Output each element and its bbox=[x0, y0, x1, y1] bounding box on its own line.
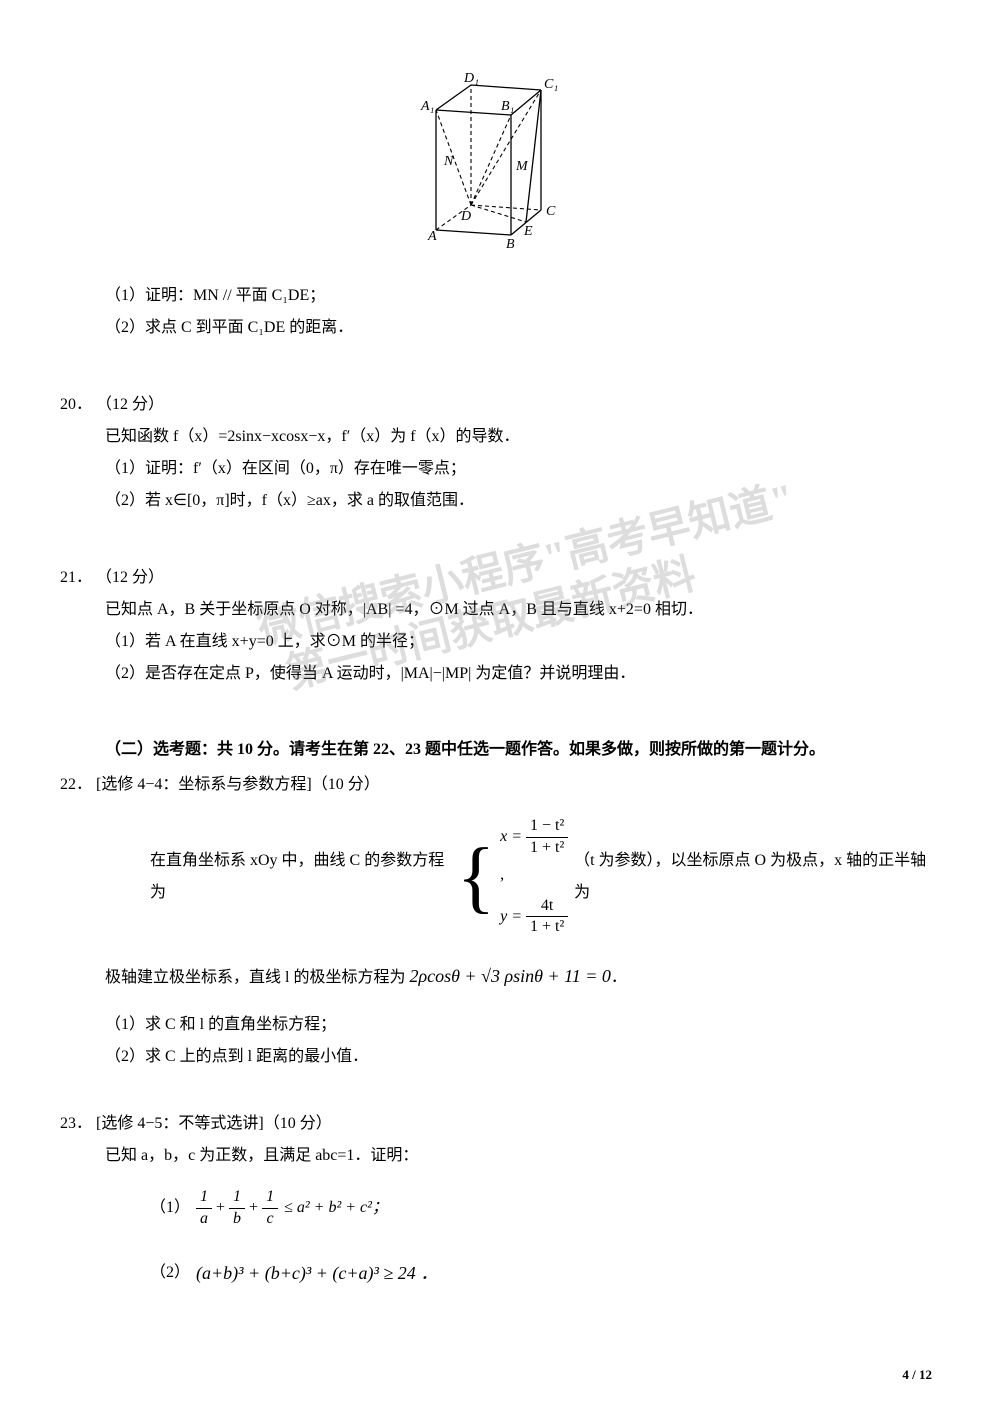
label-D: D bbox=[460, 209, 471, 224]
q23-part2-label: （2） bbox=[150, 1257, 190, 1289]
q19-part2: （2）求点 C 到平面 C₁DE 的距离． bbox=[60, 312, 932, 344]
q21-part2: （2）是否存在定点 P，使得当 A 运动时，|MA|−|MP| 为定值？并说明理… bbox=[60, 658, 932, 690]
problem-23: 23． [选修 4−5：不等式选讲]（10 分） 已知 a，b，c 为正数，且满… bbox=[60, 1108, 932, 1291]
label-N: N bbox=[443, 154, 454, 169]
q23-part1-rhs: ≤ a² + b² + c²； bbox=[284, 1192, 388, 1224]
label-M: M bbox=[515, 159, 529, 174]
problem-22: 22． [选修 4−4：坐标系与参数方程]（10 分） 在直角坐标系 xOy 中… bbox=[60, 769, 932, 1073]
label-C: C bbox=[546, 204, 556, 219]
q23-part2-formula: (a+b)³ + (b+c)³ + (c+a)³ ≥ 24 ． bbox=[196, 1255, 438, 1291]
q23-part1-label: （1） bbox=[150, 1192, 190, 1224]
q22-title: [选修 4−4：坐标系与参数方程]（10 分） bbox=[96, 776, 380, 793]
label-B1: B₁ bbox=[501, 99, 514, 114]
q20-part2: （2）若 x∈[0，π]时，f（x）≥ax，求 a 的取值范围． bbox=[60, 485, 932, 517]
q22-eq-y-num: 4t bbox=[526, 896, 568, 918]
label-B: B bbox=[506, 237, 515, 250]
problem-19-parts: （1）证明：MN // 平面 C₁DE； （2）求点 C 到平面 C₁DE 的距… bbox=[60, 280, 932, 344]
q20-number: 20． bbox=[60, 396, 92, 413]
q23-number: 23． bbox=[60, 1115, 92, 1132]
problem-21: 21． （12 分） 已知点 A，B 关于坐标原点 O 对称，|AB| =4，⊙… bbox=[60, 562, 932, 690]
q22-parametric-system: { x = 1 − t² 1 + t² , y = 4t 1 + t² bbox=[457, 811, 569, 943]
section-2-header: （二）选考题：共 10 分。请考生在第 22、23 题中任选一题作答。如果多做，… bbox=[60, 735, 932, 759]
q22-eq-y-den: 1 + t² bbox=[526, 917, 568, 938]
page-sep: / bbox=[909, 1367, 919, 1382]
q22-line2: 极轴建立极坐标系，直线 l 的极坐标方程为 bbox=[105, 969, 405, 986]
q21-points: （12 分） bbox=[96, 569, 164, 586]
q22-eq-x-lhs: x = bbox=[500, 828, 522, 845]
q21-part1: （1）若 A 在直线 x+y=0 上，求⊙M 的半径； bbox=[60, 626, 932, 658]
label-A1: A₁ bbox=[420, 99, 434, 114]
q20-given: 已知函数 f（x）=2sinx−xcosx−x，f′（x）为 f（x）的导数． bbox=[60, 421, 932, 453]
label-D1: D₁ bbox=[463, 71, 479, 86]
q20-points: （12 分） bbox=[96, 396, 164, 413]
q21-number: 21． bbox=[60, 569, 92, 586]
label-E: E bbox=[523, 224, 533, 239]
cube-diagram: A B C D A₁ B₁ C₁ D₁ M N E bbox=[416, 70, 576, 250]
q19-part1: （1）证明：MN // 平面 C₁DE； bbox=[60, 280, 932, 312]
q22-polar-eq: 2ρcosθ + √3 ρsinθ + 11 = 0 bbox=[409, 966, 610, 986]
page-footer: 4 / 12 bbox=[902, 1367, 932, 1383]
q23-title: [选修 4−5：不等式选讲]（10 分） bbox=[96, 1115, 332, 1132]
q23-given: 已知 a，b，c 为正数，且满足 abc=1．证明： bbox=[60, 1140, 932, 1172]
q22-eq-y-lhs: y = bbox=[500, 908, 522, 925]
q22-eq-x-den: 1 + t² bbox=[526, 838, 568, 859]
left-brace-icon: { bbox=[457, 841, 495, 913]
cube-diagram-container: A B C D A₁ B₁ C₁ D₁ M N E bbox=[60, 70, 932, 255]
q22-given-post: （t 为参数），以坐标原点 O 为极点，x 轴的正半轴为 bbox=[574, 845, 932, 909]
page-total: 12 bbox=[919, 1367, 932, 1382]
q21-given: 已知点 A，B 关于坐标原点 O 对称，|AB| =4，⊙M 过点 A，B 且与… bbox=[60, 594, 932, 626]
q22-part1: （1）求 C 和 l 的直角坐标方程； bbox=[60, 1009, 932, 1041]
q22-part2: （2）求 C 上的点到 l 距离的最小值． bbox=[60, 1041, 932, 1073]
q20-part1: （1）证明：f′（x）在区间（0，π）存在唯一零点； bbox=[60, 453, 932, 485]
q22-number: 22． bbox=[60, 776, 92, 793]
q22-given-pre: 在直角坐标系 xOy 中，曲线 C 的参数方程为 bbox=[150, 845, 452, 909]
q22-eq-x-num: 1 − t² bbox=[526, 816, 568, 838]
label-A: A bbox=[427, 229, 437, 244]
problem-20: 20． （12 分） 已知函数 f（x）=2sinx−xcosx−x，f′（x）… bbox=[60, 389, 932, 517]
label-C1: C₁ bbox=[544, 77, 558, 92]
